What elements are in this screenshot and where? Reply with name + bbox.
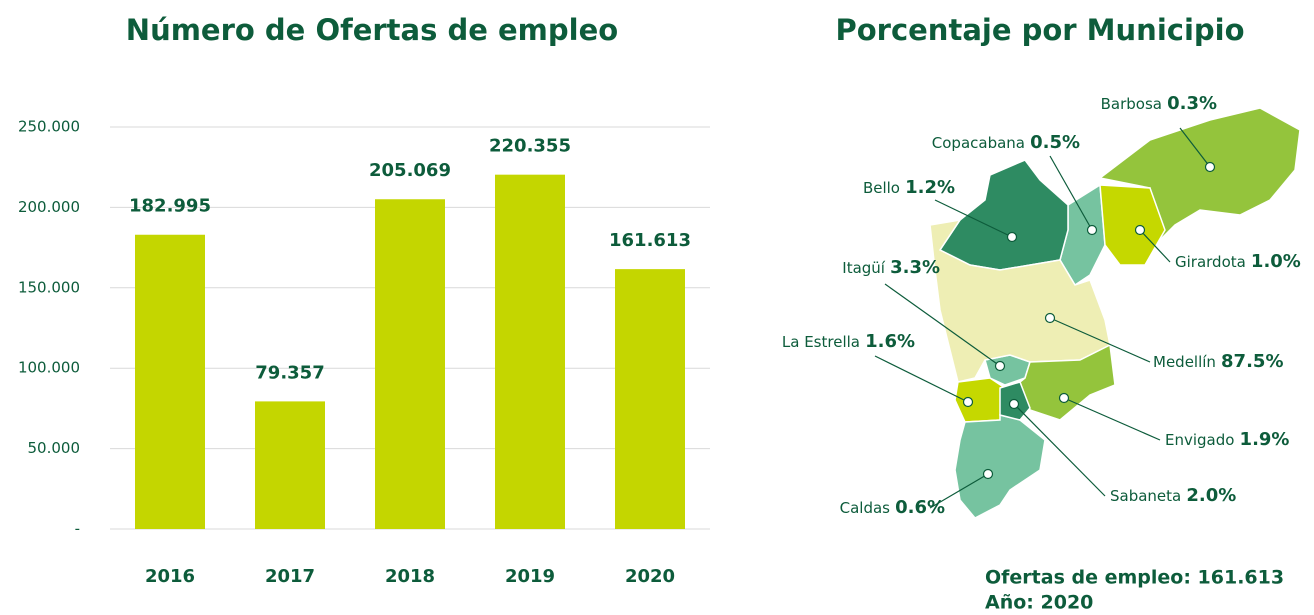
leader-line [1139,229,1171,263]
region-name: Envigado [1165,431,1234,449]
data-label: 182.995 [129,196,211,217]
region-value: 87.5% [1221,351,1283,372]
x-tick-label: 2016 [145,566,195,587]
region-value: 2.0% [1186,485,1236,506]
bar [375,199,445,529]
data-label: 161.613 [609,230,691,251]
leader-line [1179,127,1211,168]
region-value: 0.6% [895,497,945,518]
leader-line [1063,397,1161,441]
region [1099,184,1166,266]
region-name: Medellín [1153,353,1216,371]
region [954,414,1046,519]
region-dot [1204,161,1216,173]
region-value: 1.6% [865,331,915,352]
region-name: Copacabana [932,134,1025,152]
y-tick-label: 200.000 [18,198,80,216]
map-title: Porcentaje por Municipio [835,13,1244,47]
y-tick-label: 50.000 [28,439,81,457]
leader-line [934,199,1013,238]
region-label: Girardota 1.0% [1175,251,1301,272]
leader-line [874,355,969,403]
region-dot [1086,224,1098,236]
leader-line [1049,155,1093,231]
region-name: La Estrella [782,333,860,351]
region-label: La Estrella 1.6% [782,331,915,352]
region-label: Medellín 87.5% [1153,351,1283,372]
region [938,159,1069,271]
region-name: Barbosa [1101,95,1162,113]
region-value: 1.2% [905,177,955,198]
region-dot [1008,398,1020,410]
region-name: Bello [863,179,900,197]
region-name: Caldas [840,499,891,517]
bar [255,401,325,529]
region-value: 1.0% [1251,251,1301,272]
region-value: 0.3% [1167,93,1217,114]
region-dot [982,468,994,480]
x-tick-label: 2020 [625,566,675,587]
y-tick-label: 250.000 [18,118,80,136]
region-name: Itagüí [842,259,886,277]
leader-line [929,473,989,509]
data-label: 79.357 [255,362,324,383]
leader-line [1049,317,1151,363]
leader-line [1013,403,1106,497]
region-label: Caldas 0.6% [840,497,945,518]
annotation: Año: 2020 [985,592,1093,614]
region-label: Barbosa 0.3% [1101,93,1217,114]
y-tick-label: 100.000 [18,359,80,377]
bar-title: Número de Ofertas de empleo [126,13,618,47]
region-value: 0.5% [1030,132,1080,153]
region-label: Envigado 1.9% [1165,429,1289,450]
data-label: 205.069 [369,160,451,181]
region-dot [962,396,974,408]
region-dot [1006,231,1018,243]
region-dot [1134,224,1146,236]
leader-line [884,283,1001,367]
region-label: Bello 1.2% [863,177,955,198]
x-tick-label: 2017 [265,566,315,587]
region-dot [1058,392,1070,404]
x-tick-label: 2018 [385,566,435,587]
bar [135,234,205,530]
annotation: Ofertas de empleo: 161.613 [985,567,1284,589]
region-value: 1.9% [1240,429,1290,450]
y-tick-label: - [75,520,80,538]
region-dot [1044,312,1056,324]
region-label: Copacabana 0.5% [932,132,1080,153]
region-label: Sabaneta 2.0% [1110,485,1236,506]
region-value: 3.3% [890,257,940,278]
region-name: Sabaneta [1110,487,1181,505]
bar [495,174,565,529]
data-label: 220.355 [489,136,571,157]
y-tick-label: 150.000 [18,278,80,296]
region [954,377,1006,423]
region-dot [994,360,1006,372]
region-label: Itagüí 3.3% [842,257,940,278]
x-tick-label: 2019 [505,566,555,587]
region-name: Girardota [1175,253,1246,271]
bar [615,269,685,529]
